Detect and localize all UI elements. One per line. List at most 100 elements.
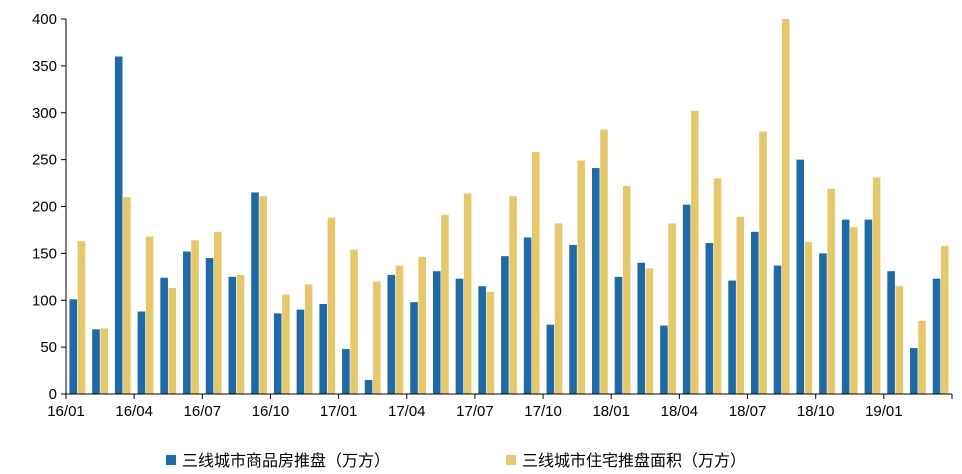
bar-series-1-4 (160, 277, 168, 394)
bar-series-1-29 (728, 280, 736, 394)
x-tick-label: 18/07 (729, 403, 767, 420)
bar-series-1-30 (751, 231, 759, 394)
bar-series-1-2 (114, 56, 123, 394)
bar-series-2-37 (918, 320, 926, 395)
bar-series-2-16 (441, 214, 449, 394)
bar-series-2-7 (236, 274, 245, 394)
x-tick-label: 16/04 (115, 403, 153, 420)
x-tick-label: 18/10 (797, 403, 835, 420)
bar-series-1-3 (137, 311, 146, 394)
bar-series-1-37 (910, 348, 918, 394)
bar-series-1-21 (546, 324, 555, 395)
bar-series-1-8 (251, 192, 259, 394)
y-tick-label: 400 (32, 11, 57, 28)
legend-label-series-2: 三线城市住宅推盘面积（万方） (522, 451, 746, 470)
bar-series-2-11 (327, 217, 336, 394)
bar-series-2-3 (145, 236, 154, 394)
x-tick-label: 18/01 (592, 403, 630, 420)
bar-series-1-7 (228, 276, 237, 394)
bar-series-2-30 (759, 131, 767, 394)
bar-series-2-14 (395, 265, 404, 394)
x-tick-label: 17/10 (524, 403, 562, 420)
x-tick-label: 18/04 (661, 403, 699, 420)
bar-series-1-20 (523, 237, 532, 394)
bar-series-2-33 (827, 188, 835, 394)
x-tick-label: 19/01 (865, 403, 903, 420)
bar-series-1-33 (819, 253, 827, 395)
bar-series-1-14 (387, 274, 396, 394)
legend: 三线城市商品房推盘（万方） 三线城市住宅推盘面积（万方） (166, 451, 746, 470)
bar-series-2-20 (532, 152, 540, 395)
bar-series-1-11 (319, 304, 327, 394)
bar-series-1-27 (682, 204, 691, 395)
bar-series-2-19 (509, 196, 517, 394)
bar-series-1-12 (342, 349, 350, 394)
bar-series-2-15 (418, 257, 427, 395)
bar-series-1-10 (296, 309, 305, 395)
plot-area (69, 19, 949, 395)
legend-swatch-series-2 (506, 455, 516, 465)
bar-series-2-2 (123, 197, 131, 395)
legend-swatch-series-1 (166, 455, 176, 465)
bar-series-1-23 (591, 168, 600, 394)
bar-series-2-1 (100, 328, 108, 395)
y-axis: 0 50 100 150 200 250 300 350 400 (32, 11, 67, 403)
bar-series-1-26 (660, 325, 668, 394)
bar-series-2-12 (350, 249, 358, 395)
y-tick-label: 200 (32, 199, 57, 216)
bar-series-2-38 (940, 245, 949, 395)
bar-series-2-5 (191, 240, 199, 394)
bar-series-2-13 (372, 281, 381, 394)
bar-series-1-0 (69, 299, 78, 394)
bar-series-2-27 (691, 110, 699, 395)
bar-series-2-29 (736, 216, 745, 394)
bar-series-2-4 (168, 288, 177, 394)
bar-series-2-32 (804, 242, 813, 395)
legend-label-series-1: 三线城市商品房推盘（万方） (182, 451, 390, 470)
bar-series-2-9 (282, 294, 290, 395)
bar-series-2-28 (713, 178, 722, 394)
bar-series-2-26 (668, 223, 676, 395)
bar-series-1-35 (864, 219, 873, 395)
bar-series-2-24 (622, 185, 631, 394)
bar-series-1-5 (183, 251, 191, 394)
bar-series-1-31 (773, 265, 782, 394)
bar-series-1-24 (614, 276, 623, 394)
bar-series-1-28 (705, 243, 714, 394)
x-tick-label: 16/10 (252, 403, 290, 420)
bar-series-1-13 (364, 379, 373, 394)
bar-series-1-1 (92, 329, 100, 394)
y-tick-label: 300 (32, 105, 57, 122)
bar-series-1-18 (478, 286, 486, 394)
bar-series-1-9 (273, 313, 282, 395)
bar-series-1-36 (887, 271, 895, 394)
y-tick-label: 50 (40, 339, 57, 356)
bar-series-1-17 (455, 278, 464, 394)
x-axis: 16/01 16/04 16/07 16/10 17/01 17/04 17/07 17/10… (47, 393, 953, 420)
y-tick-label: 100 (32, 292, 57, 309)
bar-series-2-36 (895, 286, 904, 394)
x-tick-label: 16/01 (47, 403, 85, 420)
bar-series-1-32 (796, 159, 805, 395)
bar-series-2-22 (577, 160, 586, 394)
bar-series-1-22 (569, 244, 577, 394)
x-tick-label: 16/07 (184, 403, 222, 420)
bar-series-2-34 (850, 227, 858, 395)
x-tick-label: 17/04 (388, 403, 426, 420)
bar-series-1-16 (432, 271, 441, 394)
bar-series-1-34 (841, 219, 850, 395)
bar-series-2-6 (213, 231, 222, 394)
bar-series-2-23 (600, 129, 608, 395)
x-tick-label: 17/07 (456, 403, 494, 420)
bar-series-2-18 (486, 291, 495, 394)
bar-series-2-17 (463, 193, 472, 395)
bar-series-2-0 (77, 241, 86, 394)
bar-series-1-15 (410, 302, 418, 395)
x-tick-label: 17/01 (320, 403, 358, 420)
y-tick-label: 350 (32, 58, 57, 75)
y-tick-label: 150 (32, 245, 57, 262)
bar-series-2-8 (259, 196, 267, 394)
bar-series-1-38 (932, 278, 941, 394)
bar-series-2-35 (872, 177, 881, 394)
